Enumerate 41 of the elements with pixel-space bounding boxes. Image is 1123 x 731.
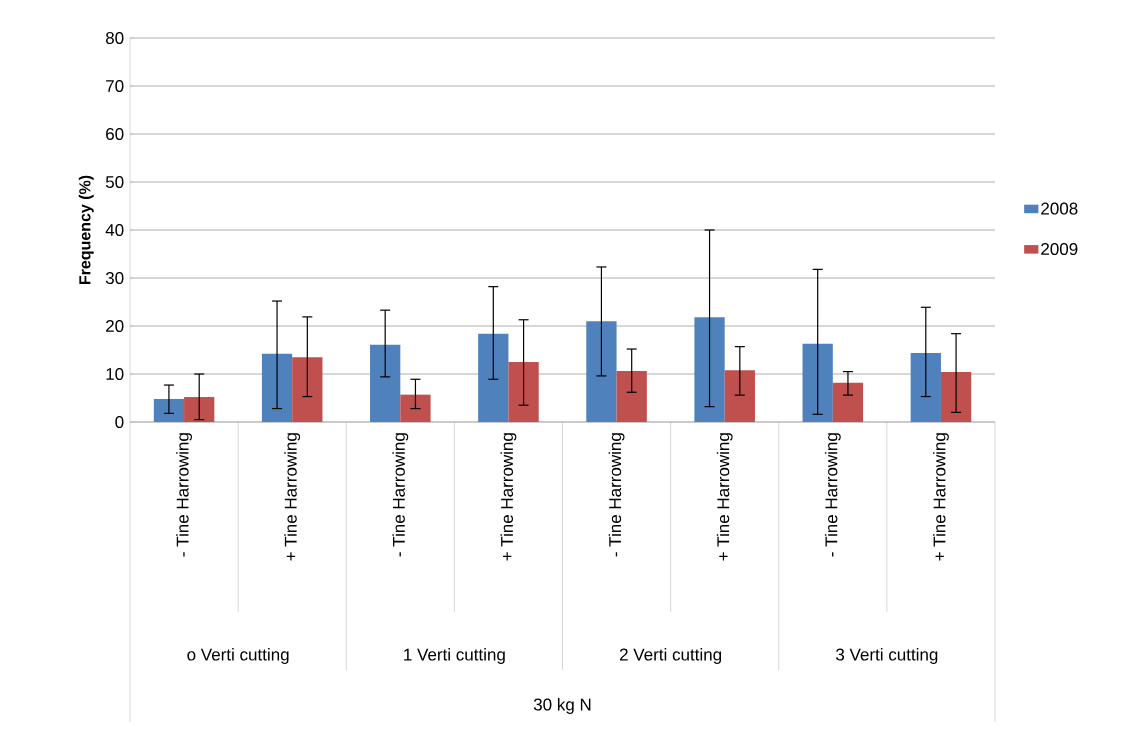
text: 1 Verti cutting	[404, 648, 505, 664]
y-tick-label: 10	[106, 367, 124, 381]
bar	[724, 370, 755, 422]
x-tick-label: + Tine Harrowing	[500, 433, 517, 561]
x-tick-label: + Tine Harrowing	[284, 433, 301, 561]
y-axis-title: Frequency (%)	[78, 175, 94, 285]
bar	[694, 317, 725, 422]
y-tick-label: 0	[115, 415, 124, 429]
y-tick-label: 50	[105, 175, 124, 189]
legend-label: 2009	[1041, 243, 1078, 256]
x-tick-label: - Tine Harrowing	[824, 433, 841, 557]
x-tick-label: + Tine Harrowing	[933, 433, 949, 561]
y-tick-label: 80	[105, 31, 124, 45]
text: 3 Verti cutting	[836, 648, 938, 664]
bar	[586, 321, 617, 422]
y-tick-label: 70	[106, 79, 124, 93]
bar	[832, 382, 864, 422]
text: 30 kg N	[533, 698, 591, 714]
x-tick-label: - Tine Harrowing	[392, 433, 409, 557]
text: 2 Verti cutting	[619, 648, 722, 664]
bar	[802, 343, 833, 422]
bar	[910, 352, 941, 422]
y-tick-label: 60	[106, 127, 124, 141]
x-tick-label: - Tine Harrowing	[176, 433, 192, 557]
bar	[153, 398, 185, 422]
bar	[940, 372, 972, 422]
bar	[370, 344, 401, 422]
bar	[261, 353, 293, 422]
bar	[292, 357, 323, 422]
y-tick-label: 30	[105, 271, 124, 285]
bar	[400, 394, 431, 422]
y-tick-label: 40	[105, 223, 124, 237]
legend-label: 2008	[1041, 202, 1078, 215]
y-tick-label: 20	[106, 319, 124, 333]
bar	[478, 333, 509, 422]
x-tick-label: + Tine Harrowing	[716, 433, 733, 561]
bar	[508, 362, 539, 422]
x-tick-label: - Tine Harrowing	[608, 433, 625, 557]
bar	[616, 371, 647, 422]
bar	[184, 397, 215, 422]
text: o Verti cutting	[187, 648, 289, 664]
